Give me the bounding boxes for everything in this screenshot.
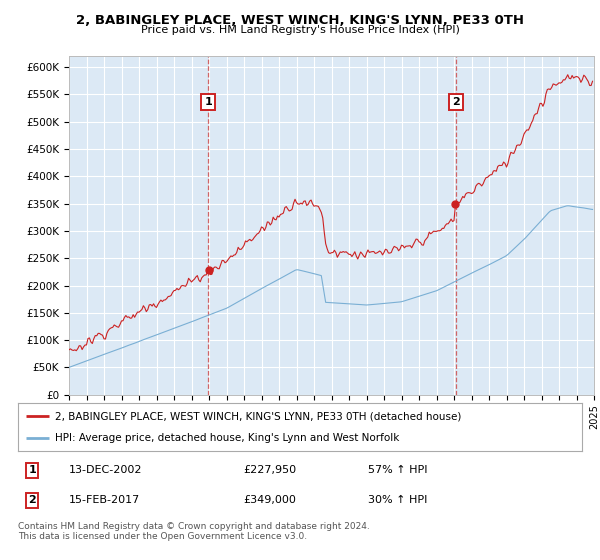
- Text: Price paid vs. HM Land Registry's House Price Index (HPI): Price paid vs. HM Land Registry's House …: [140, 25, 460, 35]
- Text: £349,000: £349,000: [244, 496, 296, 506]
- Text: 2: 2: [28, 496, 36, 506]
- Text: 1: 1: [205, 97, 212, 107]
- Text: 57% ↑ HPI: 57% ↑ HPI: [368, 465, 427, 475]
- Text: £227,950: £227,950: [244, 465, 297, 475]
- Text: 2, BABINGLEY PLACE, WEST WINCH, KING'S LYNN, PE33 0TH (detached house): 2, BABINGLEY PLACE, WEST WINCH, KING'S L…: [55, 411, 461, 421]
- Text: 1: 1: [28, 465, 36, 475]
- Text: 15-FEB-2017: 15-FEB-2017: [69, 496, 140, 506]
- Text: 2: 2: [452, 97, 460, 107]
- Text: 13-DEC-2002: 13-DEC-2002: [69, 465, 142, 475]
- Text: 2, BABINGLEY PLACE, WEST WINCH, KING'S LYNN, PE33 0TH: 2, BABINGLEY PLACE, WEST WINCH, KING'S L…: [76, 14, 524, 27]
- Text: Contains HM Land Registry data © Crown copyright and database right 2024.
This d: Contains HM Land Registry data © Crown c…: [18, 522, 370, 542]
- Text: HPI: Average price, detached house, King's Lynn and West Norfolk: HPI: Average price, detached house, King…: [55, 433, 399, 443]
- Text: 30% ↑ HPI: 30% ↑ HPI: [368, 496, 427, 506]
